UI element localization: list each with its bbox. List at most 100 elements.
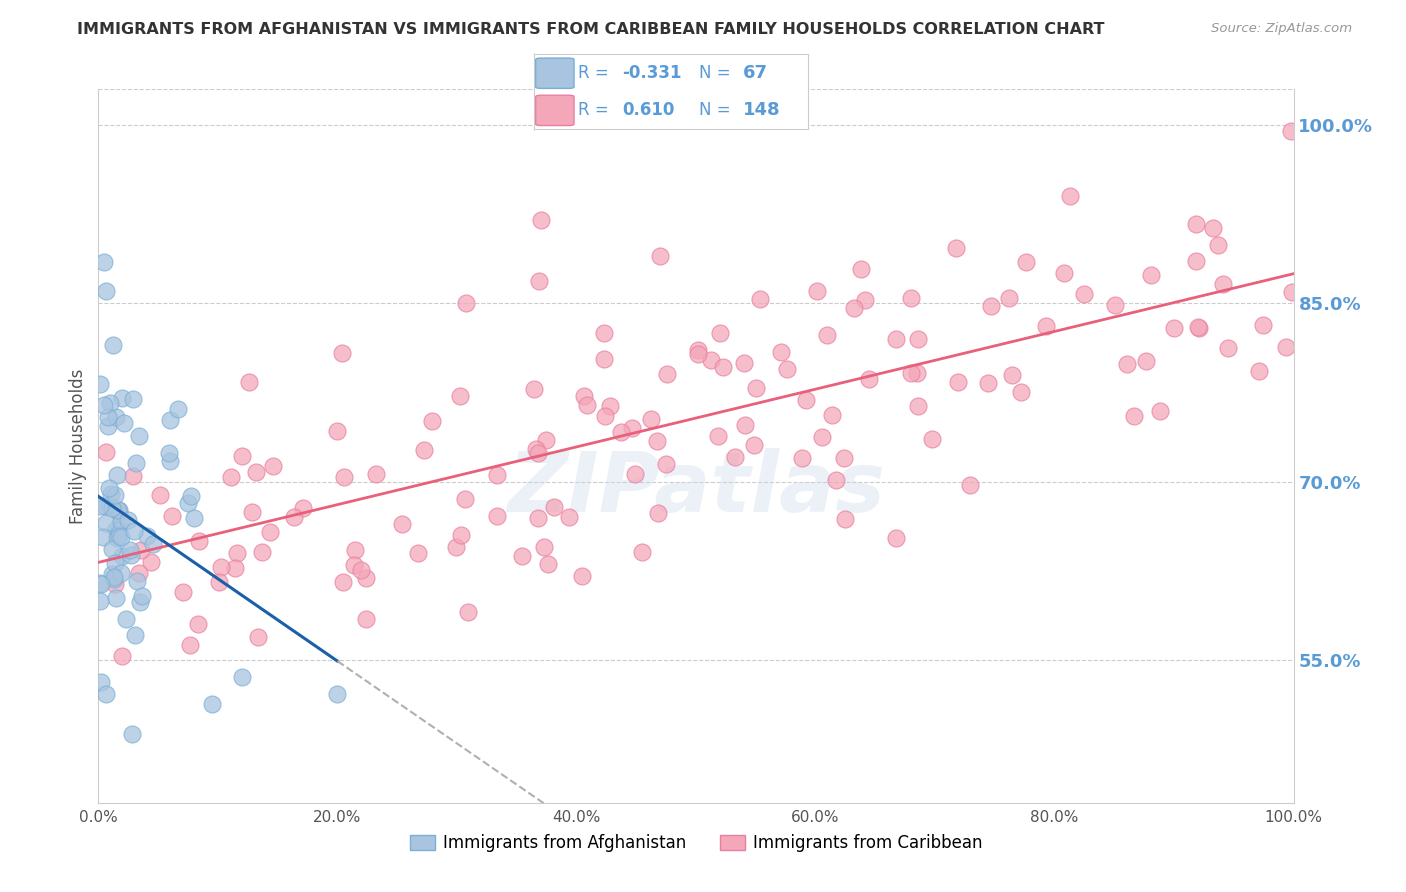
Point <box>851 262 873 277</box>
Point <box>121 469 143 483</box>
Point <box>1281 285 1303 299</box>
Point <box>105 409 128 424</box>
FancyBboxPatch shape <box>536 95 574 126</box>
Point <box>101 567 124 582</box>
Point <box>485 468 508 483</box>
Point <box>96 444 118 458</box>
Point <box>117 513 139 527</box>
Point <box>537 557 560 571</box>
Point <box>179 638 201 652</box>
Point <box>128 429 150 443</box>
Point <box>543 500 565 514</box>
Point <box>121 392 143 406</box>
Point <box>224 561 246 575</box>
Point <box>1116 357 1139 371</box>
Point <box>733 356 755 370</box>
Point <box>456 296 478 310</box>
Point <box>180 489 202 503</box>
Point <box>1188 321 1211 335</box>
Text: -0.331: -0.331 <box>621 64 682 82</box>
Point <box>101 541 124 556</box>
Point <box>1010 384 1032 399</box>
Point <box>97 418 120 433</box>
Point <box>413 442 436 457</box>
Point <box>794 392 817 407</box>
Point <box>326 424 349 438</box>
Point <box>647 507 669 521</box>
Point <box>420 414 443 428</box>
Point <box>98 481 121 495</box>
Point <box>457 606 479 620</box>
Point <box>576 398 599 412</box>
Point <box>853 293 876 307</box>
Point <box>90 576 112 591</box>
Text: ZIPatlas: ZIPatlas <box>508 449 884 529</box>
Point <box>527 446 550 460</box>
Point <box>121 726 143 740</box>
Point <box>1140 268 1163 282</box>
Point <box>209 560 232 574</box>
Point <box>723 450 745 465</box>
Point <box>94 285 117 299</box>
Point <box>96 516 118 530</box>
Point <box>110 549 132 563</box>
Point <box>89 594 111 608</box>
Point <box>100 486 122 500</box>
Point <box>94 687 117 701</box>
Point <box>354 571 377 585</box>
Point <box>97 409 120 424</box>
Text: IMMIGRANTS FROM AFGHANISTAN VS IMMIGRANTS FROM CARIBBEAN FAMILY HOUSEHOLDS CORRE: IMMIGRANTS FROM AFGHANISTAN VS IMMIGRANT… <box>77 22 1105 37</box>
Point <box>111 391 134 405</box>
Point <box>623 467 645 481</box>
Point <box>790 451 813 466</box>
Point <box>980 299 1002 313</box>
Point <box>104 557 127 571</box>
Point <box>201 698 224 712</box>
Point <box>921 432 943 446</box>
Point <box>128 566 150 580</box>
Point <box>770 344 793 359</box>
Point <box>593 409 616 423</box>
Point <box>527 274 550 288</box>
Point <box>97 498 120 512</box>
Point <box>231 670 253 684</box>
Point <box>245 465 267 479</box>
Point <box>907 399 929 413</box>
Point <box>907 333 929 347</box>
Point <box>1073 286 1095 301</box>
Point <box>226 546 249 560</box>
Point <box>655 457 678 471</box>
Point <box>343 543 366 558</box>
Point <box>534 434 557 448</box>
Point <box>125 574 148 589</box>
Point <box>1135 354 1157 368</box>
Point <box>349 562 371 576</box>
Point <box>900 292 922 306</box>
Point <box>186 616 208 631</box>
Point <box>621 421 644 435</box>
Point <box>699 353 721 368</box>
Point <box>449 389 471 403</box>
Point <box>131 589 153 603</box>
Point <box>444 540 467 554</box>
Point <box>686 347 709 361</box>
Point <box>709 326 731 340</box>
Point <box>141 556 163 570</box>
Point <box>815 327 838 342</box>
Point <box>959 478 981 492</box>
Point <box>630 544 652 558</box>
Point <box>946 375 969 389</box>
Point <box>326 687 349 701</box>
Point <box>811 430 834 444</box>
Point <box>364 467 387 481</box>
Point <box>858 372 880 386</box>
Point <box>115 612 138 626</box>
Point <box>105 591 128 606</box>
Point <box>149 488 172 502</box>
Point <box>89 575 111 590</box>
Point <box>103 572 125 586</box>
Point <box>742 438 765 452</box>
Point <box>640 412 662 426</box>
Point <box>120 548 142 562</box>
Point <box>91 530 114 544</box>
